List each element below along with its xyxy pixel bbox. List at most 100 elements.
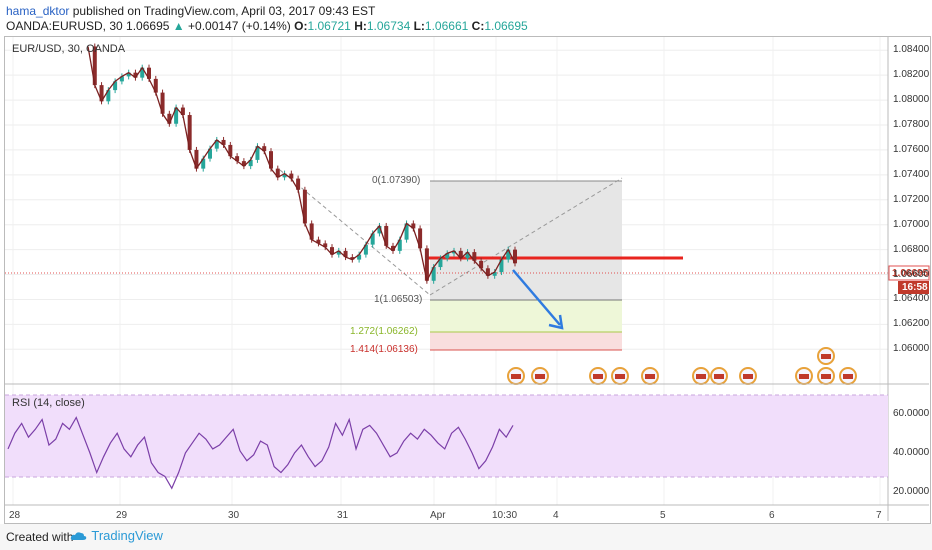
event-flag-stripe (696, 374, 706, 379)
candle-body (411, 223, 416, 229)
price-line (87, 46, 516, 283)
last-price: 1.06695 (126, 19, 170, 33)
author-link[interactable]: hama_dktor (6, 4, 70, 18)
candle-body (255, 146, 260, 160)
footer: Created with TradingView (0, 524, 932, 550)
price-chart[interactable] (0, 0, 932, 524)
price-change: +0.00147 (+0.14%) (188, 19, 291, 33)
candle-body (113, 81, 118, 91)
candle-body (133, 72, 138, 78)
rsi-band (5, 395, 888, 477)
candle-body (248, 159, 253, 167)
fib-label-1: 1(1.06503) (374, 294, 423, 305)
price-tick-label: 1.08400 (893, 44, 930, 56)
open-value: 1.06721 (307, 19, 351, 33)
candle-body (275, 168, 280, 178)
candle-body (302, 189, 307, 224)
open-label: O: (294, 19, 308, 33)
event-flag-stripe (799, 374, 809, 379)
quote-line: OANDA:EURUSD, 30 1.06695 ▲ +0.00147 (+0.… (6, 19, 528, 33)
event-flag-stripe (743, 374, 753, 379)
candle-body (445, 253, 450, 259)
forecast-arrow (512, 269, 561, 326)
candle-body (235, 156, 240, 162)
candle-body (363, 244, 368, 255)
candle-body (513, 249, 517, 264)
candle-body (262, 146, 267, 152)
candle-body (167, 113, 172, 124)
event-flag-stripe (511, 374, 521, 379)
candle-body (119, 76, 124, 82)
candle-body (282, 173, 287, 178)
candle-body (506, 249, 511, 260)
publish-line: hama_dktor published on TradingView.com,… (6, 4, 375, 18)
candle-body (391, 245, 395, 251)
price-tick-label: 1.07600 (893, 143, 930, 155)
candle-body (289, 173, 294, 179)
fib-zone-0-1 (430, 181, 622, 300)
time-tick-label: Apr (430, 510, 446, 521)
time-tick-label: 30 (228, 510, 240, 521)
rsi-tick-label: 60.0000 (893, 407, 930, 419)
event-flag-stripe (645, 374, 655, 379)
candle-body (140, 67, 145, 78)
candle-body (241, 161, 246, 167)
rsi-tick-label: 40.0000 (893, 446, 930, 458)
tradingview-logo[interactable]: TradingView (70, 528, 163, 543)
candle-body (208, 148, 212, 159)
chart-header: hama_dktor published on TradingView.com,… (0, 0, 932, 38)
candle-body (296, 178, 301, 190)
close-value: 1.06695 (484, 19, 528, 33)
time-tick-label: 7 (876, 510, 882, 521)
fib-label-1272: 1.272(1.06262) (350, 326, 418, 337)
candle-body (424, 248, 429, 281)
candle-body (99, 85, 104, 102)
candle-body (228, 144, 233, 157)
candle-body (180, 107, 185, 116)
candle-body (343, 250, 348, 258)
price-tick-label: 1.06600 (893, 268, 930, 280)
price-tick-label: 1.06000 (893, 343, 930, 355)
candle-body (147, 67, 151, 79)
candle-body (126, 72, 131, 77)
time-tick-label: 4 (553, 510, 559, 521)
candle-body (214, 139, 219, 149)
price-tick-label: 1.08000 (893, 94, 930, 106)
candle-body (269, 151, 273, 169)
candle-body (187, 115, 192, 150)
candle-body (472, 252, 477, 261)
high-value: 1.06734 (366, 19, 411, 33)
candle-body (370, 233, 375, 245)
countdown-box (898, 281, 929, 294)
price-tag: 1.06695 (892, 268, 929, 279)
rsi-line (7, 416, 514, 490)
candle-body (350, 257, 355, 260)
fib-label-0: 0(1.07390) (372, 175, 421, 186)
candle-body (336, 250, 341, 255)
symbol-label: OANDA:EURUSD, 30 (6, 19, 123, 33)
candle-body (397, 239, 402, 251)
candle-body (458, 250, 463, 259)
change-arrow-icon: ▲ (172, 19, 185, 33)
candle-body (438, 258, 443, 268)
low-label: L: (413, 19, 425, 33)
candle-body (92, 46, 97, 86)
candle-body (323, 243, 328, 248)
candle-body (160, 92, 165, 114)
price-tick-label: 1.07400 (893, 168, 930, 180)
candle-body (309, 223, 314, 240)
candle-body (174, 107, 179, 124)
countdown: 16:58 (902, 282, 928, 293)
fib-zone-1-1272 (430, 300, 622, 332)
time-tick-label: 31 (337, 510, 349, 521)
price-tick-label: 1.07000 (893, 218, 930, 230)
event-flag-stripe (843, 374, 853, 379)
close-label: C: (471, 19, 485, 33)
candle-body (153, 78, 158, 93)
event-flag-stripe (593, 374, 603, 379)
candle-body (384, 225, 389, 246)
fib-label-1414: 1.414(1.06136) (350, 344, 418, 355)
candle-body (492, 272, 497, 276)
candle-body (452, 250, 456, 254)
forecast-arrow-head (548, 314, 564, 330)
